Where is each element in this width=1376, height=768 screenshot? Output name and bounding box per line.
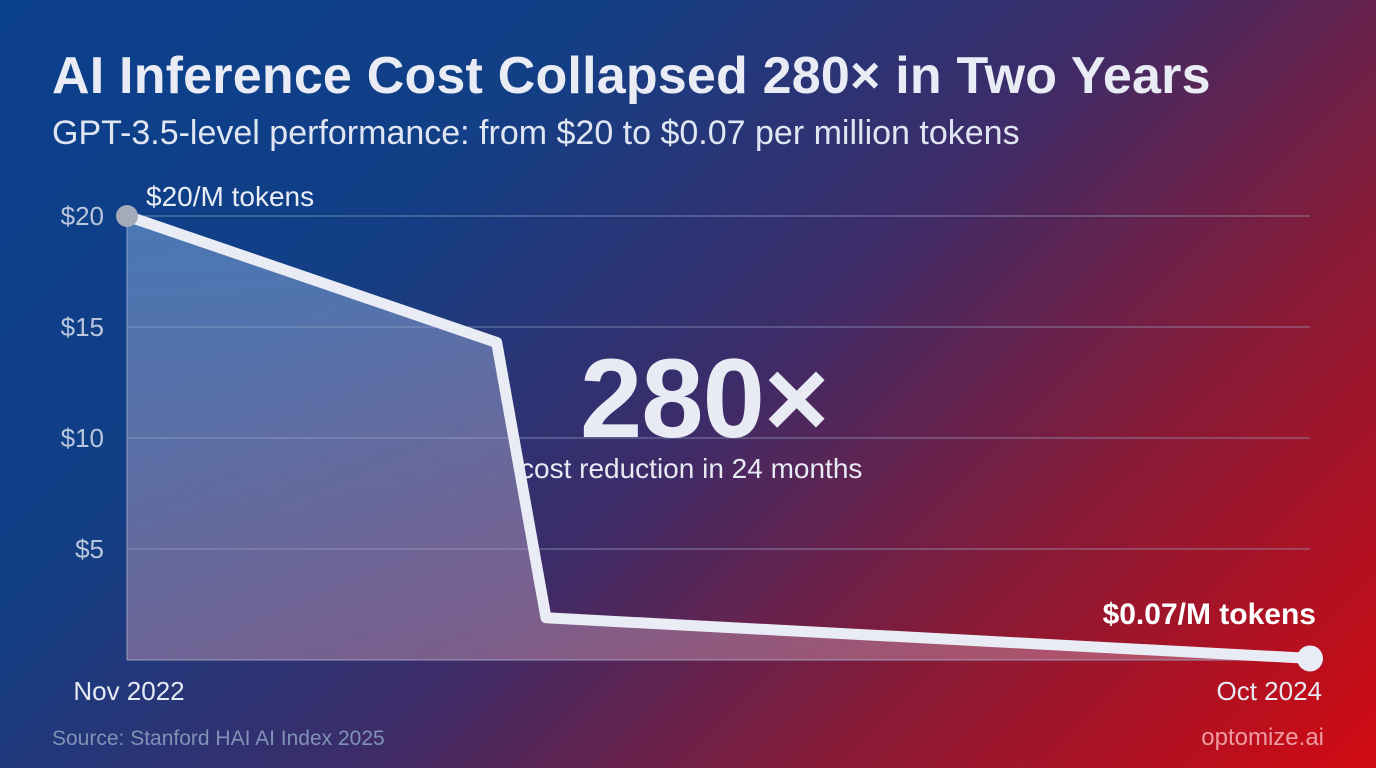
y-axis-ticks: $5 $10 $15 $20 [61,201,104,564]
cost-area [127,216,1310,660]
start-value-label: $20/M tokens [146,181,314,212]
cost-line [121,210,1316,664]
x-tick-label-end: Oct 2024 [1216,676,1322,706]
end-value-label: $0.07/M tokens [1103,598,1316,631]
data-points [116,205,1323,672]
x-tick-label-start: Nov 2022 [73,676,184,706]
end-point [1297,645,1323,672]
brand-logo[interactable]: optomize.ai [1201,724,1324,751]
y-tick-label: $5 [75,534,104,564]
y-tick-label: $15 [61,312,104,342]
source-note: Source: Stanford HAI AI Index 2025 [52,727,385,750]
y-tick-label: $10 [61,423,104,453]
start-point [116,205,138,227]
chart-subtitle: GPT-3.5-level performance: from $20 to $… [52,114,1020,152]
reduction-caption: cost reduction in 24 months [520,453,863,484]
chart-title: AI Inference Cost Collapsed 280× in Two … [52,47,1211,105]
reduction-factor: 280× [580,336,829,461]
y-tick-label: $20 [61,201,104,231]
